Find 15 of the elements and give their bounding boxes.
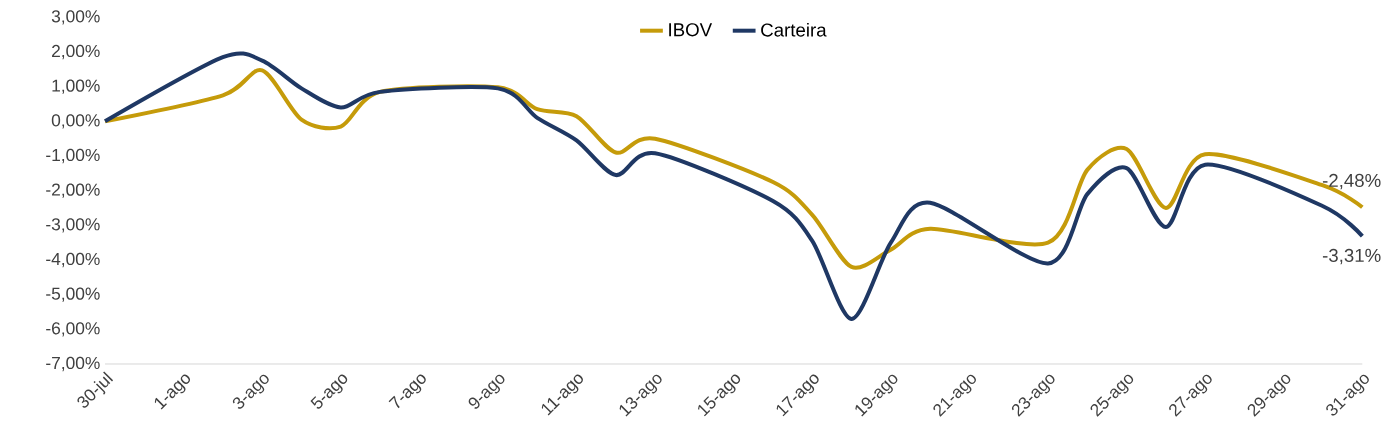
y-tick-label: -7,00% (46, 356, 100, 372)
y-tick-label: 1,00% (52, 79, 100, 94)
y-tick-label: -6,00% (46, 322, 100, 337)
y-tick-label: -3,00% (46, 218, 100, 233)
y-tick-label: -2,00% (46, 183, 100, 198)
y-tick-label: 3,00% (51, 10, 100, 25)
legend-label: Carteira (761, 22, 827, 37)
data-label: -3,31% (1322, 248, 1381, 265)
y-tick-label: 0,00% (51, 114, 100, 129)
y-tick-label: -5,00% (46, 287, 100, 302)
y-tick-label: -4,00% (46, 252, 100, 268)
data-label: -2,48% (1322, 173, 1381, 190)
y-tick-label: -1,00% (46, 148, 100, 164)
y-tick-label: 2,00% (52, 44, 100, 60)
legend-label: IBOV (669, 23, 713, 37)
